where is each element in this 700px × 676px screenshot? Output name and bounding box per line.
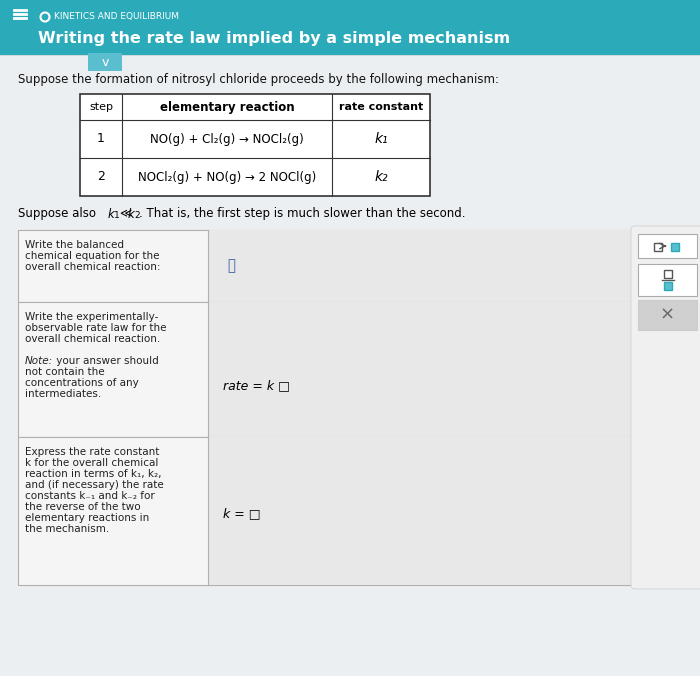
Bar	[80, 94, 430, 196]
Text: Express the rate constant: Express the rate constant	[25, 447, 160, 457]
Bar	[654, 243, 662, 251]
Bar	[664, 282, 671, 290]
Text: k for the overall chemical: k for the overall chemical	[25, 458, 158, 468]
Text: NOCl₂(g) + NO(g) → 2 NOCl(g): NOCl₂(g) + NO(g) → 2 NOCl(g)	[138, 170, 316, 183]
Text: reaction in terms of k₁, k₂,: reaction in terms of k₁, k₂,	[25, 469, 162, 479]
Bar	[671, 243, 678, 251]
Text: k = □: k = □	[223, 508, 260, 521]
Text: elementary reactions in: elementary reactions in	[25, 513, 149, 523]
Bar	[208, 230, 633, 302]
Text: NO(g) + Cl₂(g) → NOCl₂(g): NO(g) + Cl₂(g) → NOCl₂(g)	[150, 132, 304, 145]
Text: 1: 1	[97, 132, 105, 145]
Text: constants k₋₁ and k₋₂ for: constants k₋₁ and k₋₂ for	[25, 491, 155, 501]
Text: k₁: k₁	[374, 132, 388, 146]
FancyBboxPatch shape	[631, 226, 700, 589]
Text: step: step	[89, 102, 113, 112]
Bar	[208, 302, 633, 437]
Text: your answer should: your answer should	[53, 356, 159, 366]
Text: Suppose the formation of nitrosyl chloride proceeds by the following mechanism:: Suppose the formation of nitrosyl chlori…	[18, 72, 499, 85]
Text: chemical equation for the: chemical equation for the	[25, 251, 160, 261]
Text: concentrations of any: concentrations of any	[25, 378, 139, 388]
Text: k: k	[108, 208, 115, 220]
Text: rate = k □: rate = k □	[223, 379, 290, 392]
Bar	[18, 230, 633, 302]
Text: v: v	[102, 55, 108, 68]
Text: observable rate law for the: observable rate law for the	[25, 323, 167, 333]
Bar	[0, 0, 700, 55]
Bar	[88, 53, 122, 71]
Text: ×: ×	[660, 306, 675, 324]
Text: Note:: Note:	[25, 356, 53, 366]
Text: the mechanism.: the mechanism.	[25, 524, 109, 534]
Text: 2: 2	[134, 212, 139, 220]
Bar	[208, 437, 633, 585]
Text: ≪: ≪	[119, 208, 132, 220]
Text: elementary reaction: elementary reaction	[160, 101, 294, 114]
Text: KINETICS AND EQUILIBRIUM: KINETICS AND EQUILIBRIUM	[54, 11, 179, 20]
Text: the reverse of the two: the reverse of the two	[25, 502, 141, 512]
Text: 1: 1	[114, 212, 120, 220]
Bar	[18, 437, 633, 585]
Text: k₂: k₂	[374, 170, 388, 184]
FancyBboxPatch shape	[638, 234, 697, 258]
Text: overall chemical reaction.: overall chemical reaction.	[25, 334, 160, 344]
Text: Suppose also: Suppose also	[18, 208, 99, 220]
Text: overall chemical reaction:: overall chemical reaction:	[25, 262, 160, 272]
Text: and (if necessary) the rate: and (if necessary) the rate	[25, 480, 164, 490]
Text: rate constant: rate constant	[339, 102, 423, 112]
Text: not contain the: not contain the	[25, 367, 104, 377]
FancyBboxPatch shape	[638, 300, 697, 330]
Text: Writing the rate law implied by a simple mechanism: Writing the rate law implied by a simple…	[38, 30, 510, 45]
Text: 2: 2	[97, 170, 105, 183]
Bar	[18, 302, 633, 437]
Text: k: k	[128, 208, 134, 220]
Text: ▯: ▯	[226, 257, 236, 275]
Text: Write the experimentally-: Write the experimentally-	[25, 312, 158, 322]
Text: Write the balanced: Write the balanced	[25, 240, 124, 250]
Text: . That is, the first step is much slower than the second.: . That is, the first step is much slower…	[139, 208, 466, 220]
FancyBboxPatch shape	[638, 264, 697, 296]
Text: intermediates.: intermediates.	[25, 389, 101, 399]
Bar	[664, 270, 671, 278]
